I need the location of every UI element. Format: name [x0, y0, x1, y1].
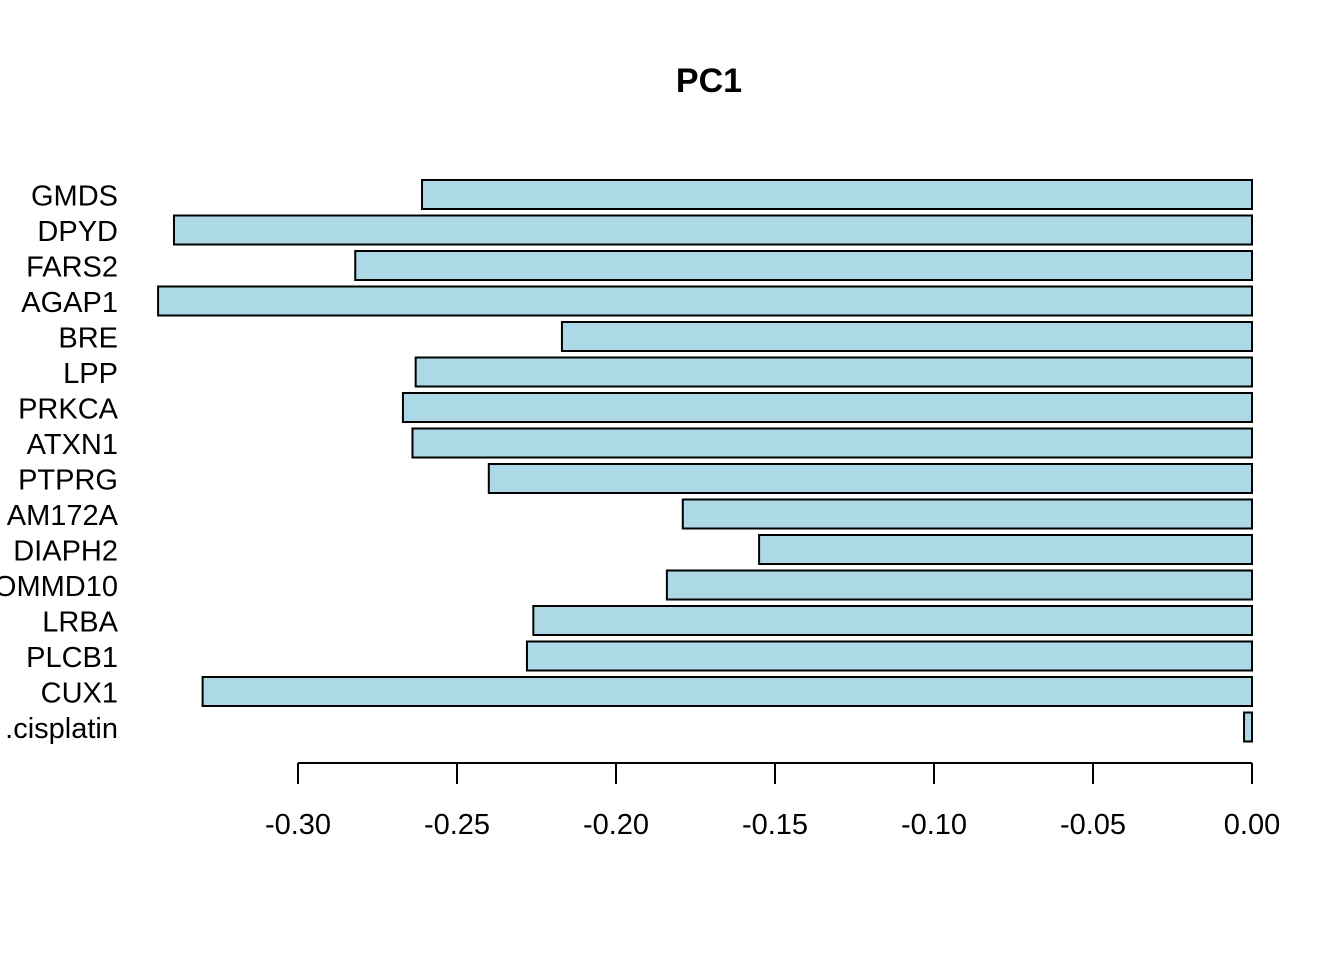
category-label-lrba: LRBA — [42, 607, 118, 639]
bar-bre — [560, 321, 1253, 352]
x-tick-label-0-10: -0.10 — [901, 809, 967, 841]
category-label-cux1: CUX1 — [41, 678, 118, 710]
bar-plcb1 — [525, 640, 1253, 672]
category-label-am172a: AM172A — [7, 500, 119, 532]
bars-group — [157, 179, 1254, 743]
x-tick-label-0-30: -0.30 — [265, 809, 331, 841]
bar-fars2 — [354, 250, 1253, 281]
bar-ommd10 — [665, 569, 1253, 601]
category-label-gmds: GMDS — [31, 181, 118, 213]
bar-cux1 — [201, 676, 1254, 707]
bar-lrba — [532, 605, 1253, 636]
x-tick-label-0-00: 0.00 — [1224, 809, 1280, 841]
category-label-diaph2: DIAPH2 — [13, 536, 118, 568]
category-label-dpyd: DPYD — [37, 216, 118, 248]
x-tick-label-0-15: -0.15 — [742, 809, 808, 841]
bar-dpyd — [172, 214, 1254, 246]
category-label-agap1: AGAP1 — [21, 287, 118, 319]
bar-am172a — [681, 498, 1253, 530]
category-label-ptprg: PTPRG — [18, 465, 118, 497]
x-tick-label-0-05: -0.05 — [1060, 809, 1126, 841]
bar-cisplatin — [1243, 711, 1254, 743]
x-axis: -0.30 -0.25 -0.20 -0.15 -0.10 -0.05 0.00 — [265, 762, 1280, 841]
category-label-plcb1: PLCB1 — [26, 642, 118, 674]
category-label-bre: BRE — [58, 323, 118, 355]
category-label-ommd10: OMMD10 — [0, 571, 118, 603]
x-tick-label-0-20: -0.20 — [583, 809, 649, 841]
bar-lpp — [414, 356, 1254, 388]
chart-title: PC1 — [676, 62, 742, 100]
bar-gmds — [421, 179, 1253, 210]
category-label-lpp: LPP — [63, 358, 118, 390]
bar-agap1 — [157, 285, 1254, 317]
bar-atxn1 — [411, 427, 1254, 459]
category-label-prkca: PRKCA — [18, 394, 119, 426]
category-label-atxn1: ATXN1 — [27, 429, 118, 461]
category-label-fars2: FARS2 — [26, 252, 118, 284]
bar-prkca — [401, 392, 1253, 423]
bar-ptprg — [487, 463, 1253, 494]
bar-diaph2 — [758, 534, 1253, 565]
category-label-cisplatin: .cisplatin — [5, 713, 118, 745]
x-tick-label-0-25: -0.25 — [424, 809, 490, 841]
